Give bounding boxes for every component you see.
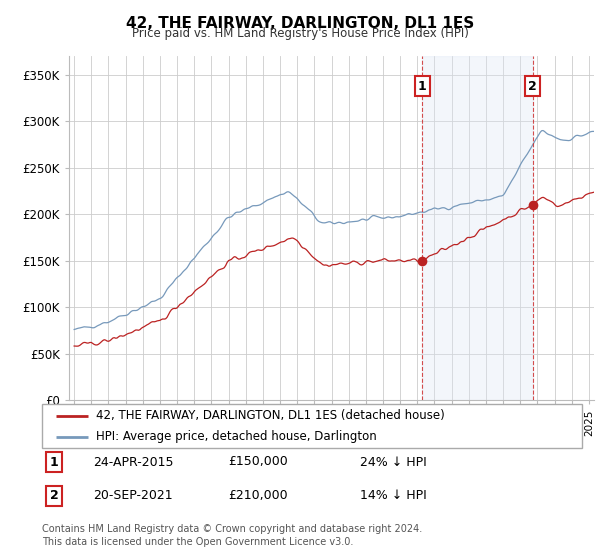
Text: 1: 1 (418, 80, 427, 92)
Text: 2: 2 (50, 489, 58, 502)
Text: 2: 2 (528, 80, 537, 92)
Text: 24-APR-2015: 24-APR-2015 (93, 455, 173, 469)
Text: 24% ↓ HPI: 24% ↓ HPI (360, 455, 427, 469)
Text: 14% ↓ HPI: 14% ↓ HPI (360, 489, 427, 502)
Text: 42, THE FAIRWAY, DARLINGTON, DL1 1ES (detached house): 42, THE FAIRWAY, DARLINGTON, DL1 1ES (de… (96, 409, 445, 422)
Text: £150,000: £150,000 (228, 455, 288, 469)
Text: £210,000: £210,000 (228, 489, 287, 502)
Text: Contains HM Land Registry data © Crown copyright and database right 2024.
This d: Contains HM Land Registry data © Crown c… (42, 524, 422, 547)
Bar (422, 56, 533, 400)
Text: 20-SEP-2021: 20-SEP-2021 (93, 489, 173, 502)
Text: 1: 1 (50, 455, 58, 469)
Text: Price paid vs. HM Land Registry's House Price Index (HPI): Price paid vs. HM Land Registry's House … (131, 27, 469, 40)
Text: HPI: Average price, detached house, Darlington: HPI: Average price, detached house, Darl… (96, 430, 377, 443)
FancyBboxPatch shape (42, 404, 582, 448)
Text: 42, THE FAIRWAY, DARLINGTON, DL1 1ES: 42, THE FAIRWAY, DARLINGTON, DL1 1ES (126, 16, 474, 31)
